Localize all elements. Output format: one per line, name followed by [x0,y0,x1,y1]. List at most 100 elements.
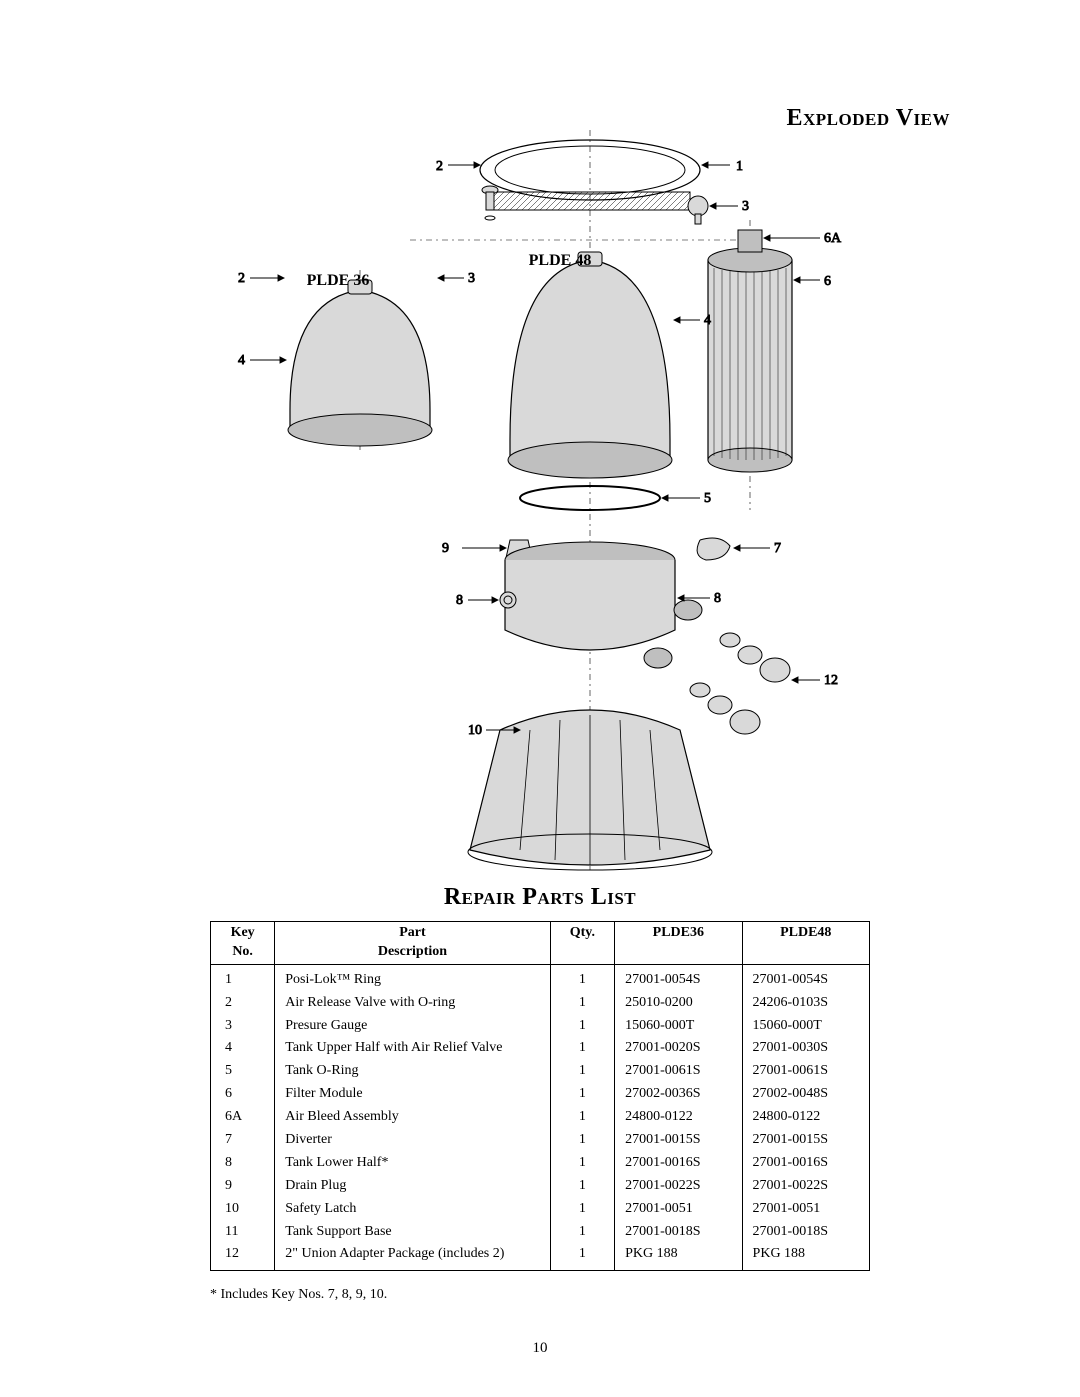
table-row: 8Tank Lower Half*127001-0016S27001-0016S [211,1152,870,1175]
table-cell: Posi-Lok™ Ring [275,964,550,991]
table-cell: 24800-0122 [615,1106,742,1129]
table-cell: PKG 188 [615,1243,742,1270]
table-row: 1Posi-Lok™ Ring127001-0054S27001-0054S [211,964,870,991]
table-row: 5Tank O-Ring127001-0061S27001-0061S [211,1060,870,1083]
table-cell: 1 [550,1015,615,1038]
table-cell: 3 [211,1015,275,1038]
table-cell: 27001-0016S [615,1152,742,1175]
table-cell: 27002-0036S [615,1083,742,1106]
svg-text:7: 7 [774,541,781,556]
heading-repair-parts-list: Repair Parts List [120,884,960,911]
part-upper-plde36 [288,280,432,446]
table-cell: 27001-0015S [742,1129,869,1152]
table-cell: 27001-0018S [615,1221,742,1244]
col-key: KeyNo. [211,922,275,965]
svg-text:3: 3 [742,199,749,214]
table-cell: Tank Lower Half* [275,1152,550,1175]
table-cell: Filter Module [275,1083,550,1106]
table-cell: Presure Gauge [275,1015,550,1038]
table-row: 122" Union Adapter Package (includes 2)1… [211,1243,870,1270]
table-cell: 6A [211,1106,275,1129]
table-row: 6AAir Bleed Assembly124800-012224800-012… [211,1106,870,1129]
table-cell: 27001-0054S [742,964,869,991]
svg-text:4: 4 [704,313,711,328]
table-cell: 4 [211,1037,275,1060]
table-cell: 10 [211,1198,275,1221]
table-cell: 27001-0018S [742,1221,869,1244]
table-cell: 27001-0054S [615,964,742,991]
table-header-row: KeyNo. PartDescription Qty. PLDE36 PLDE4… [211,922,870,965]
table-cell: 27001-0061S [742,1060,869,1083]
table-cell: 1 [550,1175,615,1198]
table-cell: 27001-0015S [615,1129,742,1152]
footnote: * Includes Key Nos. 7, 8, 9, 10. [210,1287,870,1303]
part-diverter [697,538,730,560]
table-row: 7Diverter127001-0015S27001-0015S [211,1129,870,1152]
svg-text:6: 6 [824,274,831,289]
svg-text:9: 9 [442,541,449,556]
table-cell: 1 [550,1152,615,1175]
table-cell: 6 [211,1083,275,1106]
table-cell: 1 [550,1106,615,1129]
table-cell: Drain Plug [275,1175,550,1198]
part-upper-plde48 [508,252,672,478]
col-p36: PLDE36 [615,922,742,965]
table-cell: 15060-000T [615,1015,742,1038]
parts-table: KeyNo. PartDescription Qty. PLDE36 PLDE4… [210,921,870,1271]
table-cell: Tank O-Ring [275,1060,550,1083]
table-cell: 7 [211,1129,275,1152]
part-filter-module [708,230,792,472]
table-cell: 2 [211,992,275,1015]
table-cell: 8 [211,1152,275,1175]
col-p48: PLDE48 [742,922,869,965]
table-cell: 2" Union Adapter Package (includes 2) [275,1243,550,1270]
table-cell: Tank Upper Half with Air Relief Valve [275,1037,550,1060]
exploded-diagram: 1 2 3 6A 6 2 3 4 [190,110,890,880]
part-lower-half [505,542,702,668]
svg-text:8: 8 [456,593,463,608]
table-cell: 9 [211,1175,275,1198]
table-cell: 27001-0061S [615,1060,742,1083]
table-cell: 1 [211,964,275,991]
table-cell: 24206-0103S [742,992,869,1015]
table-cell: 1 [550,1243,615,1270]
table-row: 10Safety Latch127001-005127001-0051 [211,1198,870,1221]
table-cell: 1 [550,1129,615,1152]
table-cell: 5 [211,1060,275,1083]
part-drain-plug [500,592,516,608]
table-cell: 27001-0051 [615,1198,742,1221]
part-support-base [468,710,712,870]
svg-text:8: 8 [714,591,721,606]
svg-text:5: 5 [704,491,711,506]
svg-text:6A: 6A [824,231,842,246]
table-cell: 12 [211,1243,275,1270]
table-row: 3Presure Gauge115060-000T15060-000T [211,1015,870,1038]
label-plde48: PLDE 48 [529,252,592,269]
svg-text:1: 1 [736,159,743,174]
table-cell: 27001-0030S [742,1037,869,1060]
table-cell: 27001-0022S [615,1175,742,1198]
svg-text:12: 12 [824,673,838,688]
part-gauge [688,196,708,224]
table-cell: 1 [550,1221,615,1244]
table-cell: 15060-000T [742,1015,869,1038]
svg-text:4: 4 [238,353,245,368]
table-row: 9Drain Plug127001-0022S27001-0022S [211,1175,870,1198]
table-cell: Diverter [275,1129,550,1152]
table-cell: Safety Latch [275,1198,550,1221]
table-row: 11Tank Support Base127001-0018S27001-001… [211,1221,870,1244]
table-cell: 1 [550,1037,615,1060]
table-row: 4Tank Upper Half with Air Relief Valve12… [211,1037,870,1060]
table-cell: 1 [550,964,615,991]
part-union-adapters [690,633,790,734]
table-cell: 27001-0020S [615,1037,742,1060]
table-cell: 1 [550,1083,615,1106]
table-cell: 27001-0051 [742,1198,869,1221]
svg-text:2: 2 [436,159,443,174]
table-cell: 1 [550,992,615,1015]
col-qty: Qty. [550,922,615,965]
svg-text:3: 3 [468,271,475,286]
page-number: 10 [0,1340,1080,1357]
col-desc: PartDescription [275,922,550,965]
svg-text:10: 10 [468,723,482,738]
